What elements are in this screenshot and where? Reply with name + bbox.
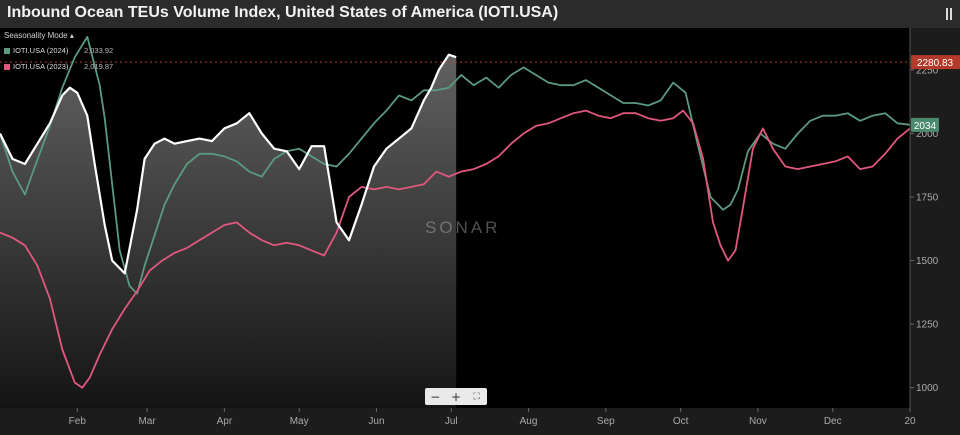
reference-value-label: 2280.83 <box>917 58 954 69</box>
legend-value-2023: 2,019.87 <box>84 62 114 71</box>
x-tick-label: Dec <box>824 416 842 427</box>
x-tick-label: Sep <box>597 416 615 427</box>
x-tick-label: May <box>290 416 309 427</box>
legend-item-2024[interactable]: IOTI.USA (2024) 2,033.92 <box>4 46 113 55</box>
series-line-current[interactable] <box>0 53 457 275</box>
legend-swatch-2023 <box>4 64 10 71</box>
zoom-controls: − + ⛶ <box>425 388 487 405</box>
y-tick-label: 1750 <box>916 193 939 204</box>
x-tick-label: Jul <box>445 416 458 427</box>
reference-value-badge <box>911 55 960 70</box>
x-tick-label: 20 <box>904 416 916 427</box>
y-tick-label: 1000 <box>916 383 939 394</box>
x-tick-label: Aug <box>520 416 538 427</box>
chart-title: Inbound Ocean TEUs Volume Index, United … <box>7 4 559 21</box>
x-tick-label: Mar <box>138 416 156 427</box>
series-line-2023[interactable] <box>0 109 911 389</box>
legend-item-2023[interactable]: IOTI.USA (2023) 2,019.87 <box>4 62 113 71</box>
legend-value-2024: 2,033.92 <box>84 46 114 55</box>
y-tick-label: 1500 <box>916 256 939 267</box>
legend-label-2024: IOTI.USA (2024) <box>13 46 69 55</box>
title-bar: Inbound Ocean TEUs Volume Index, United … <box>0 0 960 28</box>
y-tick-label: 1250 <box>916 320 939 331</box>
end-value-label: 2034 <box>914 121 937 132</box>
seasonality-label: Seasonality Mode <box>4 31 68 40</box>
x-tick-label: Nov <box>749 416 767 427</box>
legend-label-2023: IOTI.USA (2023) <box>13 62 69 71</box>
x-axis-area <box>0 408 910 435</box>
fit-view-icon[interactable]: ⛶ <box>473 391 480 402</box>
area-fill-current-year <box>0 54 457 408</box>
x-tick-label: Oct <box>673 416 689 427</box>
legend: Seasonality Mode ▴ IOTI.USA (2024) 2,033… <box>4 31 113 71</box>
zoom-out-button[interactable]: − <box>430 389 441 404</box>
x-tick-label: Jun <box>368 416 384 427</box>
legend-swatch-2024 <box>4 48 10 55</box>
x-tick-label: Feb <box>69 416 87 427</box>
sonar-watermark: SONAR <box>425 218 501 237</box>
pause-icon[interactable] <box>946 8 952 20</box>
zoom-in-button[interactable]: + <box>450 389 462 404</box>
y-axis-area <box>910 28 960 435</box>
seasonality-mode-toggle[interactable]: Seasonality Mode ▴ <box>4 31 74 40</box>
y-tick-label: 2250 <box>916 65 939 76</box>
y-tick-label: 2000 <box>916 129 939 140</box>
caret-up-icon: ▴ <box>69 31 74 40</box>
x-tick-label: Apr <box>217 416 233 427</box>
end-value-badge <box>911 117 939 132</box>
